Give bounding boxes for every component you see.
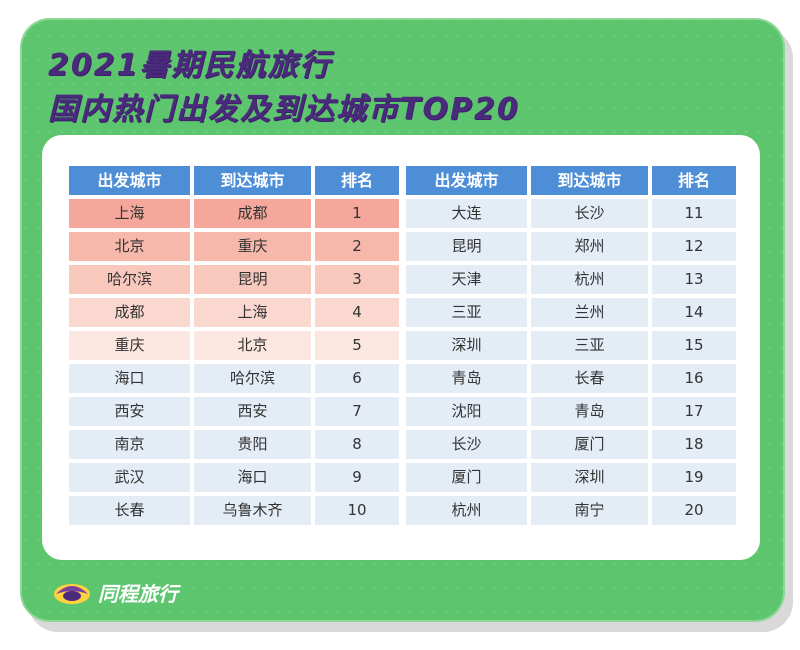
to-city: 兰州 <box>531 298 648 327</box>
to-city: 三亚 <box>531 331 648 360</box>
table-row: 上海 成都 1 <box>69 199 399 228</box>
title-line-2: 国内热门出发及到达城市TOP20 <box>48 92 520 127</box>
to-city: 杭州 <box>531 265 648 294</box>
table-row: 厦门 深圳 19 <box>406 463 736 492</box>
rank: 10 <box>315 496 399 525</box>
from-city: 北京 <box>69 232 190 261</box>
from-city: 天津 <box>406 265 527 294</box>
header-to: 到达城市 <box>531 166 648 195</box>
rank: 15 <box>652 331 736 360</box>
from-city: 青岛 <box>406 364 527 393</box>
rank: 1 <box>315 199 399 228</box>
to-city: 昆明 <box>194 265 311 294</box>
from-city: 长春 <box>69 496 190 525</box>
rank: 19 <box>652 463 736 492</box>
table-row: 深圳 三亚 15 <box>406 331 736 360</box>
rank: 2 <box>315 232 399 261</box>
table-row: 沈阳 青岛 17 <box>406 397 736 426</box>
table-header: 出发城市 到达城市 排名 <box>69 166 399 195</box>
table-row: 西安 西安 7 <box>69 397 399 426</box>
to-city: 上海 <box>194 298 311 327</box>
rank: 5 <box>315 331 399 360</box>
from-city: 三亚 <box>406 298 527 327</box>
to-city: 贵阳 <box>194 430 311 459</box>
to-city: 南宁 <box>531 496 648 525</box>
rank: 11 <box>652 199 736 228</box>
table-row: 长春 乌鲁木齐 10 <box>69 496 399 525</box>
table-row: 海口 哈尔滨 6 <box>69 364 399 393</box>
table-row: 昆明 郑州 12 <box>406 232 736 261</box>
to-city: 深圳 <box>531 463 648 492</box>
ranking-table-left: 出发城市 到达城市 排名 上海 成都 1 北京 重庆 2 哈尔滨 昆明 3 成都 <box>69 166 399 529</box>
table-row: 哈尔滨 昆明 3 <box>69 265 399 294</box>
header-from: 出发城市 <box>406 166 527 195</box>
table-row: 杭州 南宁 20 <box>406 496 736 525</box>
rank: 8 <box>315 430 399 459</box>
rank: 16 <box>652 364 736 393</box>
table-row: 成都 上海 4 <box>69 298 399 327</box>
table-row: 长沙 厦门 18 <box>406 430 736 459</box>
to-city: 长沙 <box>531 199 648 228</box>
to-city: 厦门 <box>531 430 648 459</box>
header-rank: 排名 <box>652 166 736 195</box>
rank: 20 <box>652 496 736 525</box>
from-city: 厦门 <box>406 463 527 492</box>
table-row: 三亚 兰州 14 <box>406 298 736 327</box>
rank: 17 <box>652 397 736 426</box>
to-city: 西安 <box>194 397 311 426</box>
from-city: 深圳 <box>406 331 527 360</box>
from-city: 沈阳 <box>406 397 527 426</box>
title-line-1: 2021暑期民航旅行 <box>48 48 332 83</box>
from-city: 上海 <box>69 199 190 228</box>
to-city: 成都 <box>194 199 311 228</box>
rank: 9 <box>315 463 399 492</box>
brand-logo: 同程旅行 <box>52 578 178 607</box>
from-city: 海口 <box>69 364 190 393</box>
from-city: 哈尔滨 <box>69 265 190 294</box>
from-city: 西安 <box>69 397 190 426</box>
to-city: 海口 <box>194 463 311 492</box>
table-row: 南京 贵阳 8 <box>69 430 399 459</box>
from-city: 长沙 <box>406 430 527 459</box>
from-city: 杭州 <box>406 496 527 525</box>
to-city: 北京 <box>194 331 311 360</box>
to-city: 哈尔滨 <box>194 364 311 393</box>
from-city: 武汉 <box>69 463 190 492</box>
ranking-table-right: 出发城市 到达城市 排名 大连 长沙 11 昆明 郑州 12 天津 杭州 13 … <box>406 166 736 529</box>
poster-card: 2021暑期民航旅行 国内热门出发及到达城市TOP20 出发城市 到达城市 排名… <box>20 18 785 622</box>
table-row: 青岛 长春 16 <box>406 364 736 393</box>
rank: 18 <box>652 430 736 459</box>
header-rank: 排名 <box>315 166 399 195</box>
to-city: 青岛 <box>531 397 648 426</box>
table-row: 北京 重庆 2 <box>69 232 399 261</box>
rank: 14 <box>652 298 736 327</box>
to-city: 重庆 <box>194 232 311 261</box>
rank: 13 <box>652 265 736 294</box>
ranking-panel: 出发城市 到达城市 排名 上海 成都 1 北京 重庆 2 哈尔滨 昆明 3 成都 <box>42 135 760 560</box>
to-city: 乌鲁木齐 <box>194 496 311 525</box>
from-city: 南京 <box>69 430 190 459</box>
from-city: 成都 <box>69 298 190 327</box>
header-to: 到达城市 <box>194 166 311 195</box>
rank: 4 <box>315 298 399 327</box>
rank: 6 <box>315 364 399 393</box>
from-city: 昆明 <box>406 232 527 261</box>
rank: 12 <box>652 232 736 261</box>
table-row: 武汉 海口 9 <box>69 463 399 492</box>
table-row: 天津 杭州 13 <box>406 265 736 294</box>
from-city: 大连 <box>406 199 527 228</box>
rank: 7 <box>315 397 399 426</box>
table-row: 大连 长沙 11 <box>406 199 736 228</box>
table-header: 出发城市 到达城市 排名 <box>406 166 736 195</box>
to-city: 长春 <box>531 364 648 393</box>
tongcheng-logo-icon <box>52 580 92 606</box>
to-city: 郑州 <box>531 232 648 261</box>
rank: 3 <box>315 265 399 294</box>
table-row: 重庆 北京 5 <box>69 331 399 360</box>
brand-name: 同程旅行 <box>98 582 178 606</box>
header-from: 出发城市 <box>69 166 190 195</box>
from-city: 重庆 <box>69 331 190 360</box>
